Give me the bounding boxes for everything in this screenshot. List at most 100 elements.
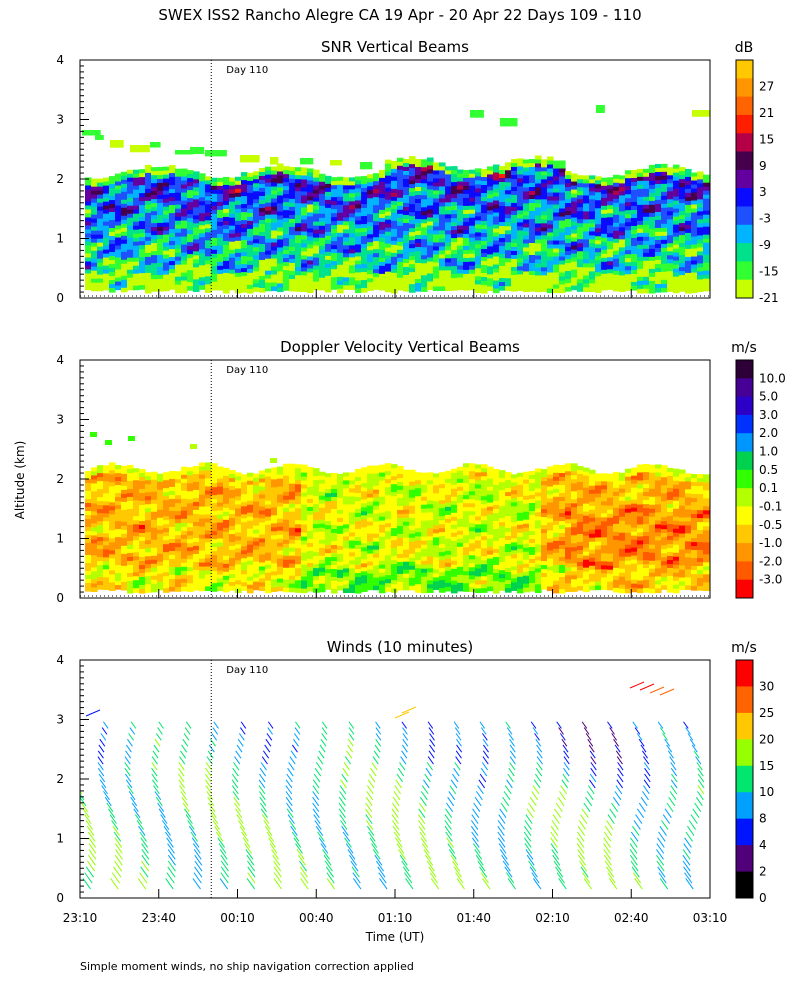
- snr-cell: [157, 254, 164, 260]
- doppler-cell: [103, 573, 110, 578]
- snr-cell: [649, 184, 656, 190]
- snr-cell: [109, 268, 116, 273]
- snr-cell: [355, 216, 362, 222]
- snr-cell: [415, 262, 422, 268]
- snr-cell: [127, 217, 134, 223]
- snr-cell: [493, 276, 500, 282]
- snr-cell: [313, 177, 320, 183]
- snr-cell: [667, 267, 674, 272]
- doppler-cell: [343, 512, 350, 518]
- snr-cell: [325, 267, 332, 273]
- snr-cell: [493, 168, 500, 174]
- doppler-cell: [115, 577, 122, 582]
- snr-cell: [691, 200, 698, 206]
- snr-cell: [115, 245, 122, 251]
- doppler-cell: [307, 498, 314, 504]
- doppler-cell: [391, 572, 398, 577]
- snr-cell: [703, 206, 710, 212]
- snr-cell: [571, 229, 578, 235]
- snr-cell: [349, 193, 356, 198]
- doppler-cell: [133, 572, 140, 577]
- snr-cell: [673, 280, 680, 286]
- doppler-cell: [313, 500, 320, 505]
- snr-cell: [643, 180, 650, 186]
- snr-cell: [601, 221, 608, 227]
- doppler-cell: [283, 467, 290, 473]
- snr-cell: [493, 260, 500, 266]
- doppler-cell: [355, 500, 362, 506]
- doppler-cell: [217, 582, 224, 588]
- snr-cell: [307, 288, 314, 294]
- snr-cell: [241, 196, 248, 201]
- snr-cell: [181, 280, 188, 286]
- doppler-cell: [181, 498, 188, 504]
- doppler-cell: [139, 537, 146, 542]
- snr-cell: [211, 277, 218, 283]
- doppler-cell: [211, 559, 218, 564]
- doppler-cell: [301, 488, 308, 494]
- snr-cell: [457, 241, 464, 247]
- snr-cell: [259, 271, 266, 277]
- doppler-cell: [409, 513, 416, 519]
- snr-cell: [685, 224, 692, 230]
- doppler-cell: [241, 550, 248, 555]
- snr-cell: [529, 210, 536, 216]
- snr-cell: [150, 142, 161, 148]
- snr-cell: [139, 237, 146, 242]
- snr-cell: [331, 225, 338, 230]
- snr-cell: [451, 222, 458, 227]
- doppler-cell: [199, 470, 206, 476]
- doppler-cell: [247, 516, 254, 522]
- snr-cell: [613, 242, 620, 248]
- snr-cell: [307, 280, 314, 286]
- snr-cell: [259, 275, 266, 281]
- snr-cell: [607, 265, 614, 270]
- doppler-cell: [265, 472, 272, 478]
- doppler-cell: [313, 492, 320, 497]
- doppler-cell: [145, 472, 152, 477]
- snr-cell: [577, 259, 584, 264]
- doppler-cell: [409, 565, 416, 571]
- snr-cell: [661, 263, 668, 269]
- snr-cell: [151, 223, 158, 228]
- doppler-cell: [271, 567, 278, 572]
- doppler-cell: [403, 533, 410, 539]
- doppler-cell: [175, 555, 182, 560]
- doppler-cell: [187, 527, 194, 532]
- snr-cell: [511, 158, 518, 164]
- snr-cell: [115, 281, 122, 287]
- snr-cell: [193, 227, 200, 232]
- snr-cell: [85, 197, 92, 203]
- snr-cell: [151, 203, 158, 208]
- snr-cell: [97, 202, 104, 208]
- snr-cell: [457, 209, 464, 215]
- snr-cell: [241, 252, 248, 257]
- doppler-cell: [319, 531, 326, 537]
- snr-cell: [529, 198, 536, 204]
- snr-cell: [175, 168, 182, 174]
- doppler-cell: [271, 503, 278, 508]
- doppler-cell: [163, 532, 170, 537]
- snr-cell: [85, 237, 92, 243]
- snr-cell: [589, 211, 596, 216]
- doppler-cell: [289, 583, 296, 589]
- snr-cell: [91, 278, 98, 284]
- doppler-cell: [199, 486, 206, 492]
- doppler-cell: [133, 468, 140, 473]
- snr-cell: [481, 177, 488, 182]
- snr-cell: [385, 195, 392, 201]
- snr-cell: [655, 195, 662, 201]
- doppler-cell: [259, 522, 266, 528]
- doppler-cell: [181, 478, 188, 484]
- doppler-cell: [331, 512, 338, 518]
- snr-cell: [595, 240, 602, 245]
- snr-cell: [271, 234, 278, 240]
- doppler-cell: [181, 466, 188, 472]
- snr-cell: [673, 252, 680, 258]
- snr-cell: [685, 200, 692, 206]
- snr-cell: [463, 269, 470, 275]
- doppler-cell: [85, 486, 92, 492]
- snr-cell: [331, 245, 338, 250]
- doppler-cell: [283, 539, 290, 545]
- doppler-cell: [193, 485, 200, 491]
